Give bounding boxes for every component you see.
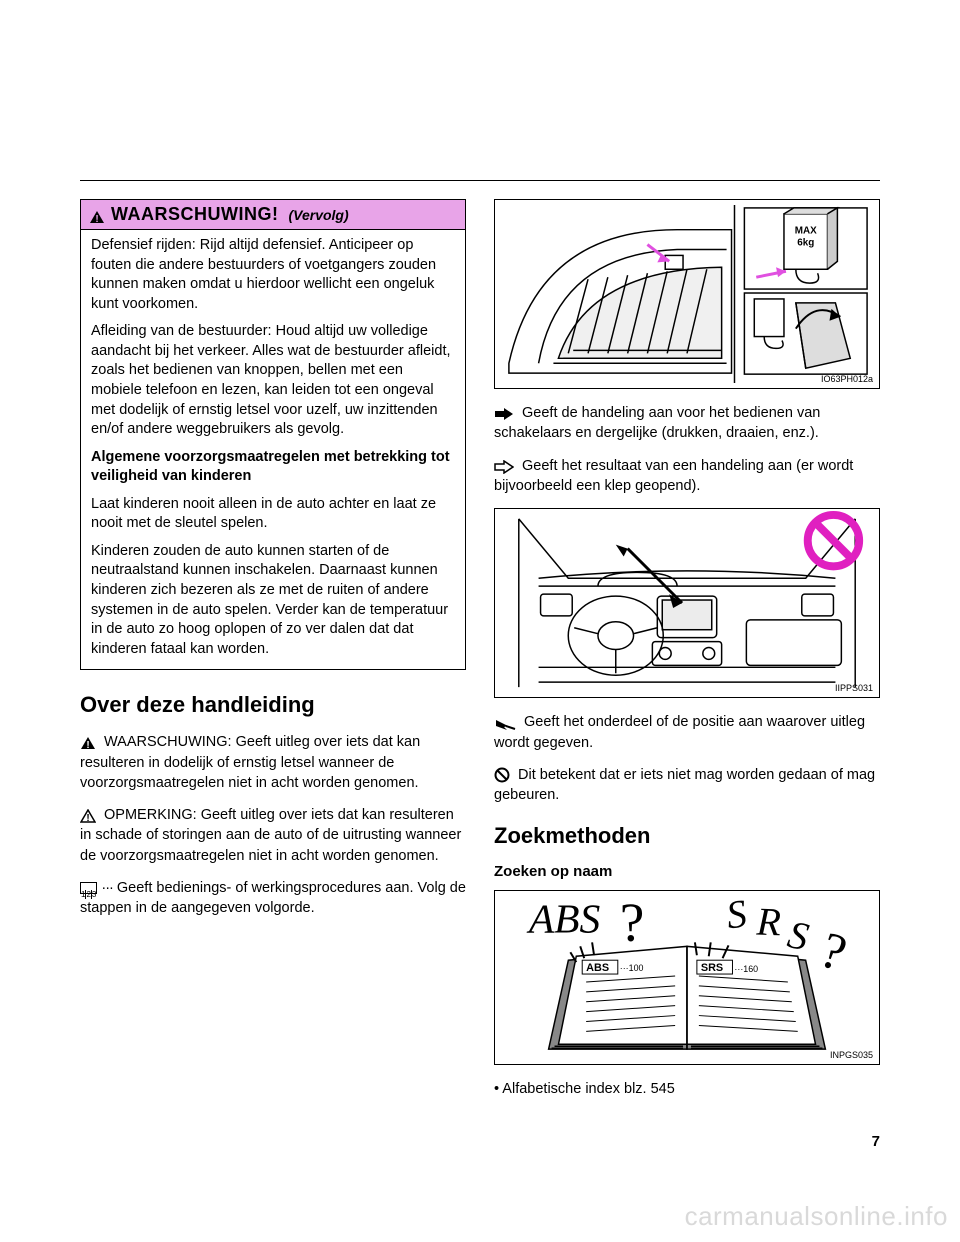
left-column: ! WAARSCHUWING! (Vervolg) Defensief rijd… <box>80 199 466 1100</box>
svg-text:···100: ···100 <box>620 964 644 974</box>
caution-triangle-icon: ! <box>80 805 96 825</box>
figure-trunk-hook: MAX 6kg <box>494 199 880 389</box>
svg-text:S: S <box>784 913 813 960</box>
steps-icon: 123 <box>80 882 97 894</box>
search-heading: Zoekmethoden <box>494 823 880 849</box>
pointer-para: Geeft het onderdeel of de positie aan wa… <box>494 712 880 753</box>
page: ! WAARSCHUWING! (Vervolg) Defensief rijd… <box>0 0 960 1242</box>
warning-box: ! WAARSCHUWING! (Vervolg) Defensief rijd… <box>80 199 466 670</box>
arrow-para: Geeft het resultaat van een handeling aa… <box>494 456 880 497</box>
warning-triangle-icon: ! <box>89 207 105 225</box>
svg-text:ABS: ABS <box>586 963 609 975</box>
svg-text:!: ! <box>86 740 89 750</box>
two-column-layout: ! WAARSCHUWING! (Vervolg) Defensief rijd… <box>80 199 880 1100</box>
about-item-text: WAARSCHUWING: Geeft uitleg over iets dat… <box>80 734 420 791</box>
svg-text:R: R <box>755 900 782 945</box>
warning-header: ! WAARSCHUWING! (Vervolg) <box>81 200 465 230</box>
svg-text:MAX: MAX <box>795 226 817 237</box>
warning-title: WAARSCHUWING! <box>111 204 278 225</box>
index-bullet: • Alfabetische index blz. 545 <box>494 1079 880 1099</box>
about-item: ! OPMERKING: Geeft uitleg over iets dat … <box>80 805 466 866</box>
warning-para: Afleiding van de bestuurder: Houd altijd… <box>91 322 455 439</box>
figure-index-book: ABS ? S R S ? <box>494 890 880 1065</box>
solid-arrow-icon <box>494 403 514 423</box>
pointer-para-text: Geeft het onderdeel of de positie aan wa… <box>494 714 865 750</box>
about-item: 123··· Geeft bedienings- of werkingsproc… <box>80 878 466 919</box>
svg-text:ABS: ABS <box>526 896 601 942</box>
prohibit-para-text: Dit betekent dat er iets niet mag worden… <box>494 767 875 803</box>
figure-dashboard: IIPPS031 <box>494 508 880 698</box>
watermark: carmanualsonline.info <box>685 1201 948 1232</box>
arrow-para: Geeft de handeling aan voor het bedienen… <box>494 403 880 444</box>
figure-code: IIPPS031 <box>835 683 873 693</box>
warning-triangle-icon: ! <box>80 732 96 752</box>
warning-para: Laat kinderen nooit alleen in de auto ac… <box>91 495 455 534</box>
page-number: 7 <box>872 1133 880 1150</box>
prohibit-para: Dit betekent dat er iets niet mag worden… <box>494 765 880 806</box>
warning-continued: (Vervolg) <box>288 207 348 223</box>
pointer-icon <box>494 712 516 732</box>
about-item-text: Geeft bedienings- of werkingsprocedures … <box>80 880 466 916</box>
svg-text:?: ? <box>814 922 853 983</box>
svg-text:!: ! <box>95 214 98 224</box>
svg-text:?: ? <box>620 892 645 953</box>
about-heading: Over deze handleiding <box>80 692 466 718</box>
arrow-para-text: Geeft de handeling aan voor het bedienen… <box>494 405 820 441</box>
warning-para: Defensief rijden: Rijd altijd defensief.… <box>91 236 455 314</box>
about-item-text: OPMERKING: Geeft uitleg over iets dat ka… <box>80 807 461 864</box>
svg-text:···160: ···160 <box>734 965 758 975</box>
prohibit-icon <box>494 765 510 785</box>
warning-body: Defensief rijden: Rijd altijd defensief.… <box>81 230 465 669</box>
figure-code: IO63PH012a <box>821 374 873 384</box>
right-column: MAX 6kg <box>494 199 880 1100</box>
figure-code: INPGS035 <box>830 1050 873 1060</box>
search-subhead: Zoeken op naam <box>494 863 880 880</box>
svg-text:6kg: 6kg <box>797 238 814 249</box>
outline-arrow-icon <box>494 456 514 476</box>
svg-text:SRS: SRS <box>701 963 723 975</box>
about-item: ! WAARSCHUWING: Geeft uitleg over iets d… <box>80 732 466 793</box>
warning-subhead: Algemene voorzorgsmaatregelen met betrek… <box>91 448 455 487</box>
arrow-para-text: Geeft het resultaat van een handeling aa… <box>494 458 853 494</box>
top-rule <box>80 180 880 181</box>
svg-text:S: S <box>724 892 750 938</box>
warning-para: Kinderen zouden de auto kunnen starten o… <box>91 542 455 659</box>
svg-text:!: ! <box>86 813 89 823</box>
